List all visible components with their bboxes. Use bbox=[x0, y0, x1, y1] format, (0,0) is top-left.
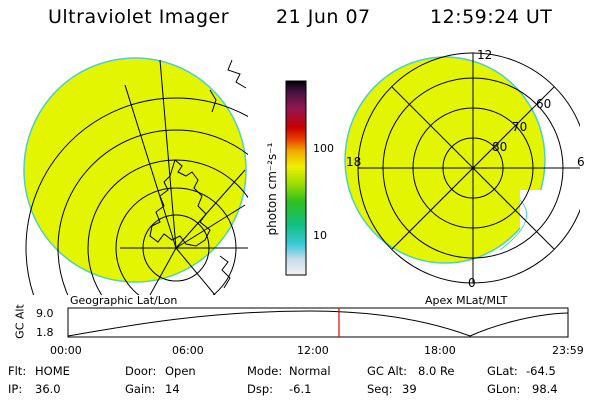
mlt-label-0: 0 bbox=[468, 276, 476, 290]
seq-label: Seq: bbox=[367, 382, 393, 396]
orbit-xtick-0: 00:00 bbox=[50, 344, 82, 357]
apex-polar-map bbox=[344, 52, 580, 284]
dsp-value: -6.1 bbox=[289, 382, 312, 396]
mlt-label-12: 12 bbox=[477, 48, 493, 62]
mlt-label-6: 6 bbox=[577, 155, 585, 169]
door-label: Door: bbox=[125, 364, 157, 378]
seq-value: 39 bbox=[402, 382, 417, 396]
instrument-title: Ultraviolet Imager bbox=[48, 6, 230, 28]
gain-value: 14 bbox=[165, 382, 180, 396]
dsp-label: Dsp: bbox=[247, 382, 274, 396]
orbit-altitude-curve bbox=[67, 310, 569, 337]
glat-label: GLat: bbox=[487, 364, 518, 378]
left-map-caption: Geographic Lat/Lon bbox=[70, 294, 178, 307]
mlat-label-60: 60 bbox=[536, 97, 552, 111]
orbit-xtick-2: 12:00 bbox=[297, 344, 329, 357]
colorbar-tick-100: 100 bbox=[313, 142, 334, 155]
flt-value: HOME bbox=[35, 364, 70, 378]
mlt-label-18: 18 bbox=[346, 155, 362, 169]
uv-image-polar bbox=[344, 56, 546, 264]
mlat-label-80: 80 bbox=[492, 140, 508, 154]
glat-value: -64.5 bbox=[526, 364, 556, 378]
ip-value: 36.0 bbox=[35, 382, 61, 396]
colorbar-label: photon cm⁻²s⁻¹ bbox=[265, 142, 279, 236]
door-value: Open bbox=[165, 364, 196, 378]
right-map-caption: Apex MLat/MLT bbox=[425, 294, 508, 307]
orbit-xtick-4: 23:59 bbox=[552, 344, 584, 357]
coastline bbox=[149, 159, 211, 247]
orbit-ytick-min: 1.8 bbox=[36, 326, 54, 339]
gc-alt-value: 8.0 Re bbox=[418, 364, 455, 378]
orbit-xtick-1: 06:00 bbox=[172, 344, 204, 357]
orbit-ylabel: GC Alt bbox=[13, 304, 27, 339]
ip-label: IP: bbox=[8, 382, 23, 396]
mlat-label-70: 70 bbox=[512, 120, 528, 134]
mode-label: Mode: bbox=[247, 364, 283, 378]
orbit-altitude-plot bbox=[67, 307, 569, 338]
image-time: 12:59:24 UT bbox=[430, 6, 553, 28]
colorbar bbox=[285, 80, 307, 276]
orbit-ytick-max: 9.0 bbox=[36, 307, 54, 320]
orbit-xtick-3: 18:00 bbox=[424, 344, 456, 357]
gain-label: Gain: bbox=[125, 382, 156, 396]
colorbar-tick-10: 10 bbox=[313, 229, 327, 242]
glon-value: 98.4 bbox=[532, 382, 558, 396]
mode-value: Normal bbox=[289, 364, 331, 378]
geographic-map bbox=[23, 57, 248, 295]
image-date: 21 Jun 07 bbox=[276, 6, 371, 28]
flt-label: Flt: bbox=[8, 364, 27, 378]
glon-label: GLon: bbox=[487, 382, 521, 396]
gc-alt-label: GC Alt: bbox=[367, 364, 408, 378]
